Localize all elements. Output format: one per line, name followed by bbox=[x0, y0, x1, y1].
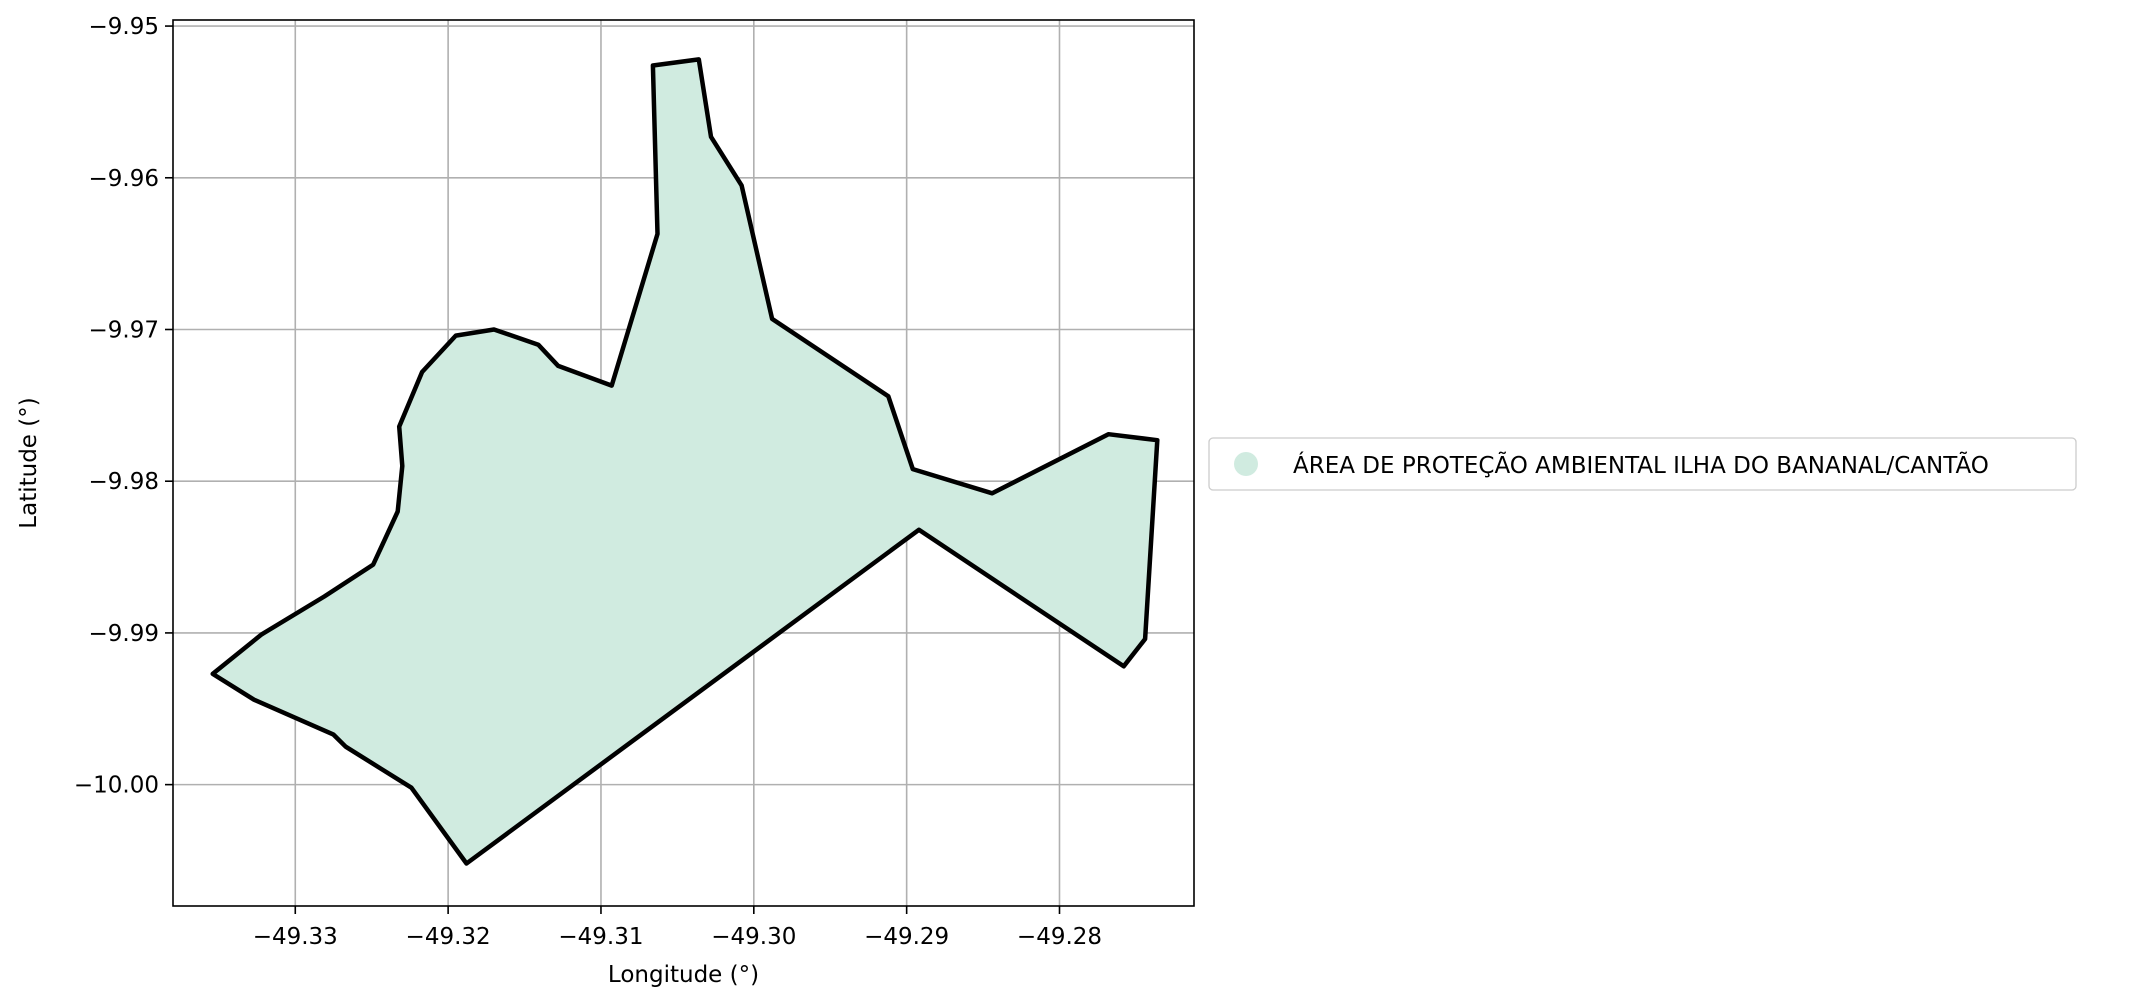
y-axis-ticks: −9.95 −9.96 −9.97 −9.98 −9.99 −10.00 bbox=[74, 14, 173, 799]
y-tick-label: −9.96 bbox=[89, 166, 159, 192]
x-tick-label: −49.30 bbox=[711, 924, 796, 950]
plot-frame bbox=[172, 19, 1195, 907]
legend-marker bbox=[1234, 452, 1258, 476]
x-axis-ticks: −49.33 −49.32 −49.31 −49.30 −49.29 −49.28 bbox=[253, 906, 1102, 950]
polygon-layer bbox=[210, 57, 1160, 866]
y-axis-label: Latitude (°) bbox=[16, 397, 42, 528]
y-tick-label: −9.95 bbox=[89, 14, 159, 40]
y-tick-label: −9.98 bbox=[89, 469, 159, 495]
legend-label: ÁREA DE PROTEÇÃO AMBIENTAL ILHA DO BANAN… bbox=[1293, 451, 1989, 479]
y-tick-label: −10.00 bbox=[74, 773, 159, 799]
y-tick-label: −9.97 bbox=[89, 317, 159, 343]
x-tick-label: −49.31 bbox=[558, 924, 643, 950]
x-tick-label: −49.33 bbox=[253, 924, 338, 950]
x-tick-label: −49.32 bbox=[406, 924, 491, 950]
x-tick-label: −49.29 bbox=[864, 924, 949, 950]
x-axis-label: Longitude (°) bbox=[608, 962, 759, 988]
x-tick-label: −49.28 bbox=[1017, 924, 1102, 950]
protected-area-polygon bbox=[210, 57, 1160, 866]
legend: ÁREA DE PROTEÇÃO AMBIENTAL ILHA DO BANAN… bbox=[1208, 437, 2077, 491]
y-tick-label: −9.99 bbox=[89, 621, 159, 647]
legend-box bbox=[1208, 437, 2077, 491]
